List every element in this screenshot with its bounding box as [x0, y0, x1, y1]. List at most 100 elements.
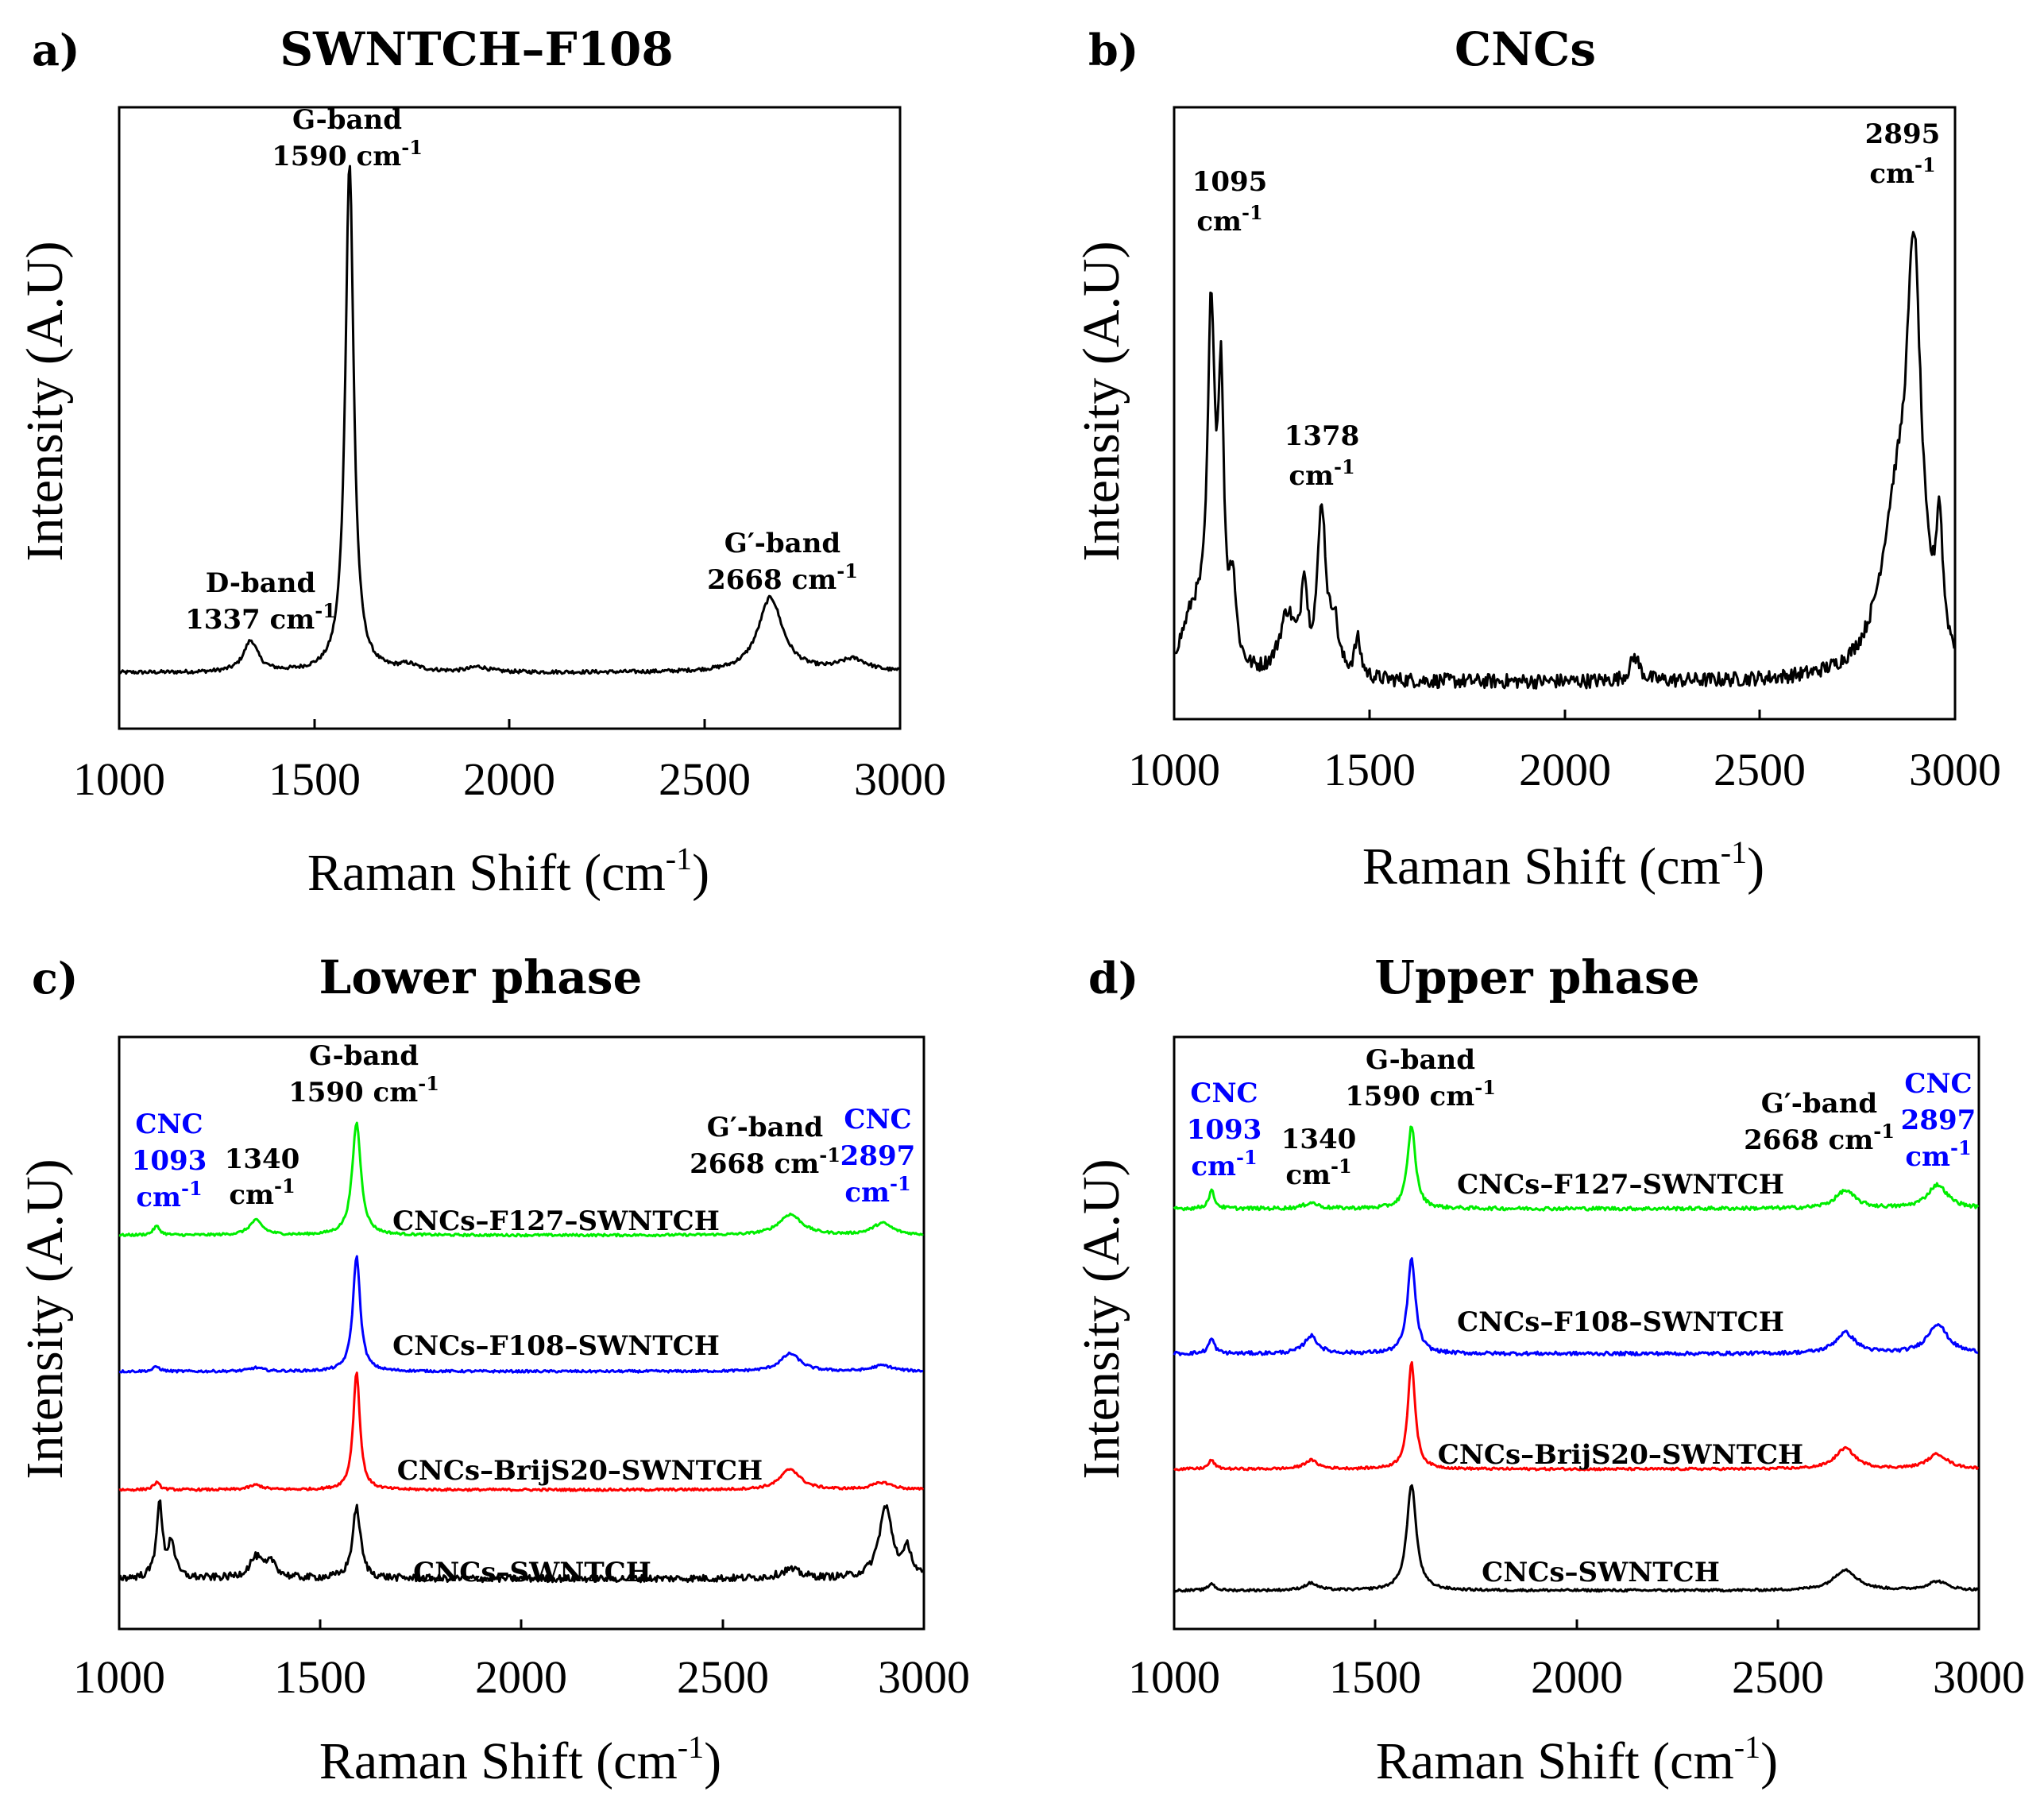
- annotation-cnc-1093-label: CNC: [135, 1108, 203, 1140]
- panel-a-ticks: [118, 719, 902, 729]
- tick-label-1500: 1500: [274, 1651, 366, 1703]
- annotation-cnc-1093-unit: cm-1: [1191, 1146, 1257, 1182]
- tick-label-1500: 1500: [1323, 744, 1416, 795]
- tick-label-1000: 1000: [73, 753, 165, 805]
- annotation-g-band-value: 1590 cm-1: [288, 1072, 439, 1108]
- annotation-cnc-2897-label: CNC: [844, 1104, 911, 1136]
- tick-label-2500: 2500: [1732, 1651, 1824, 1703]
- tick-label-2000: 2000: [1519, 744, 1611, 795]
- annotation-cnc-2897-value: 2897: [840, 1140, 916, 1172]
- annotation-cnc-2897-unit: cm-1: [844, 1172, 910, 1209]
- series-label-f127: CNCs–F127–SWNTCH: [1457, 1169, 1784, 1201]
- tick-label-3000: 3000: [878, 1651, 970, 1703]
- tick-label-1500: 1500: [1329, 1651, 1421, 1703]
- tick-label-2000: 2000: [475, 1651, 567, 1703]
- panel-d: d) Upper phase 1000 1500 2000 2500 3000 …: [1072, 950, 2025, 1790]
- panel-d-letter: d): [1088, 953, 1138, 1004]
- annotation-g-band: G-band: [309, 1040, 419, 1072]
- panel-c-title: Lower phase: [319, 950, 643, 1004]
- tick-label-2000: 2000: [463, 753, 555, 805]
- annotation-g-band: G-band: [1366, 1044, 1475, 1076]
- panel-a-x-axis-label: Raman Shift (cm-1): [307, 841, 709, 902]
- annotation-cnc-1093-value: 1093: [1187, 1114, 1262, 1146]
- panel-c-ticks: [118, 1619, 925, 1629]
- annotation-cnc-1093-label: CNC: [1190, 1078, 1258, 1109]
- panel-c: c) Lower phase 1000 1500 2000 2500 3000 …: [16, 950, 970, 1790]
- panel-b-letter: b): [1088, 25, 1138, 75]
- annotation-1340-unit: cm-1: [1285, 1155, 1351, 1191]
- annotation-1340: 1340: [1281, 1124, 1357, 1155]
- panel-b-x-axis-label: Raman Shift (cm-1): [1362, 834, 1764, 896]
- panel-a-tick-labels: 1000 1500 2000 2500 3000: [73, 753, 946, 805]
- panel-b-title: CNCs: [1455, 22, 1596, 76]
- panel-c-series-f127: [118, 1121, 924, 1238]
- annotation-g-prime-band: G′-band: [724, 528, 840, 559]
- series-label-cncs-swntch: CNCs–SWNTCH: [1482, 1557, 1720, 1588]
- panel-a-series-swntch-f108: [118, 164, 900, 675]
- series-label-brijs20: CNCs–BrijS20–SWNTCH: [1438, 1439, 1803, 1471]
- panel-c-y-axis-label: Intensity (A.U): [16, 1159, 74, 1479]
- panel-d-y-axis-label: Intensity (A.U): [1072, 1159, 1130, 1479]
- tick-label-1000: 1000: [1128, 744, 1220, 795]
- panel-a-title: SWNTCH–F108: [280, 22, 673, 76]
- tick-label-3000: 3000: [1933, 1651, 2025, 1703]
- panel-c-x-axis-label: Raman Shift (cm-1): [319, 1729, 721, 1790]
- tick-label-1000: 1000: [1128, 1651, 1220, 1703]
- series-label-f108: CNCs–F108–SWNTCH: [392, 1330, 720, 1362]
- panel-c-tick-labels: 1000 1500 2000 2500 3000: [73, 1651, 970, 1703]
- tick-label-3000: 3000: [1909, 744, 2001, 795]
- tick-label-2500: 2500: [1714, 744, 1806, 795]
- panel-b-y-axis-label: Intensity (A.U): [1072, 241, 1130, 561]
- tick-label-2000: 2000: [1531, 1651, 1623, 1703]
- panel-c-series-f108: [118, 1255, 924, 1374]
- series-label-f108: CNCs–F108–SWNTCH: [1457, 1306, 1784, 1338]
- panel-b: b) CNCs 1000 1500 2000 2500 3000 Raman S…: [1072, 22, 2001, 896]
- annotation-cnc-1093-value: 1093: [132, 1145, 207, 1177]
- panel-a: a) SWNTCH–F108 1000 1500 2000 2500 3000 …: [16, 22, 946, 902]
- annotation-cnc-2897-value: 2897: [1901, 1105, 1976, 1136]
- annotation-g-band: G-band: [292, 104, 402, 136]
- panel-b-ticks: [1173, 710, 1957, 719]
- annotation-g-band-value: 1590 cm-1: [272, 136, 423, 172]
- panel-d-series-cncs-swntch: [1173, 1484, 1980, 1593]
- annotation-d-band-value: 1337 cm-1: [185, 599, 336, 636]
- annotation-g-band-value: 1590 cm-1: [1345, 1076, 1496, 1112]
- annotation-1095: 1095: [1192, 166, 1268, 198]
- panel-d-ticks: [1173, 1619, 1980, 1629]
- series-label-f127: CNCs–F127–SWNTCH: [392, 1205, 720, 1237]
- annotation-g-prime-band: G′-band: [707, 1112, 823, 1143]
- panel-c-letter: c): [32, 953, 78, 1004]
- annotation-cnc-2897-unit: cm-1: [1905, 1136, 1971, 1173]
- tick-label-2500: 2500: [659, 753, 751, 805]
- tick-label-3000: 3000: [854, 753, 946, 805]
- annotation-g-prime-band: G′-band: [1761, 1088, 1877, 1120]
- panel-d-series-brijs20: [1173, 1360, 1980, 1472]
- panel-d-title: Upper phase: [1374, 950, 1699, 1004]
- annotation-cnc-1093-unit: cm-1: [136, 1177, 202, 1213]
- tick-label-1500: 1500: [269, 753, 361, 805]
- annotation-1340-unit: cm-1: [229, 1174, 295, 1211]
- series-label-brijs20: CNCs–BrijS20–SWNTCH: [397, 1455, 763, 1487]
- tick-label-1000: 1000: [73, 1651, 165, 1703]
- panel-b-series-cncs: [1173, 230, 1956, 690]
- annotation-1095-unit: cm-1: [1196, 201, 1262, 238]
- panel-d-x-axis-label: Raman Shift (cm-1): [1376, 1729, 1778, 1790]
- panel-b-plot-frame: [1173, 106, 1957, 721]
- panel-c-series-brijs20: [118, 1372, 925, 1492]
- tick-label-2500: 2500: [677, 1651, 769, 1703]
- annotation-d-band: D-band: [206, 567, 316, 599]
- panel-c-series-cncs-swntch: [118, 1499, 925, 1584]
- annotation-cnc-2897-label: CNC: [1904, 1068, 1972, 1100]
- panel-d-tick-labels: 1000 1500 2000 2500 3000: [1128, 1651, 2025, 1703]
- annotation-1378: 1378: [1285, 420, 1360, 452]
- annotation-2895: 2895: [1865, 118, 1941, 150]
- panel-d-series-f127: [1173, 1125, 1980, 1212]
- series-label-cncs-swntch: CNCs–SWNTCH: [413, 1557, 651, 1588]
- annotation-g-prime-band-value: 2668 cm-1: [707, 559, 858, 596]
- panel-d-series-f108: [1173, 1257, 1979, 1357]
- panel-a-letter: a): [32, 25, 80, 75]
- panel-b-tick-labels: 1000 1500 2000 2500 3000: [1128, 744, 2001, 795]
- panel-a-y-axis-label: Intensity (A.U): [16, 241, 74, 561]
- annotation-2895-unit: cm-1: [1869, 153, 1935, 190]
- annotation-1378-unit: cm-1: [1289, 455, 1354, 492]
